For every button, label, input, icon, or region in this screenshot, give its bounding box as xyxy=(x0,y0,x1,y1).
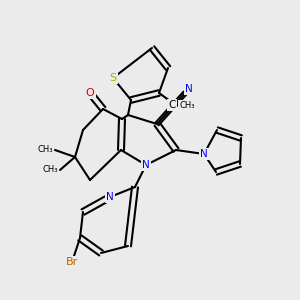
Text: N: N xyxy=(185,84,193,94)
Text: CH₃: CH₃ xyxy=(38,146,53,154)
Text: Br: Br xyxy=(66,257,78,267)
Text: CH₃: CH₃ xyxy=(43,166,58,175)
Text: O: O xyxy=(85,88,94,98)
Text: N: N xyxy=(142,160,150,170)
Text: CH₃: CH₃ xyxy=(179,100,194,109)
Text: S: S xyxy=(110,73,117,83)
Text: C: C xyxy=(168,100,176,110)
Text: N: N xyxy=(106,192,114,202)
Text: N: N xyxy=(200,149,208,159)
